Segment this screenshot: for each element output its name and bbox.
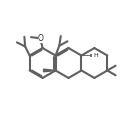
Text: H: H [94, 53, 98, 58]
Text: O: O [38, 34, 44, 43]
Polygon shape [44, 69, 56, 72]
